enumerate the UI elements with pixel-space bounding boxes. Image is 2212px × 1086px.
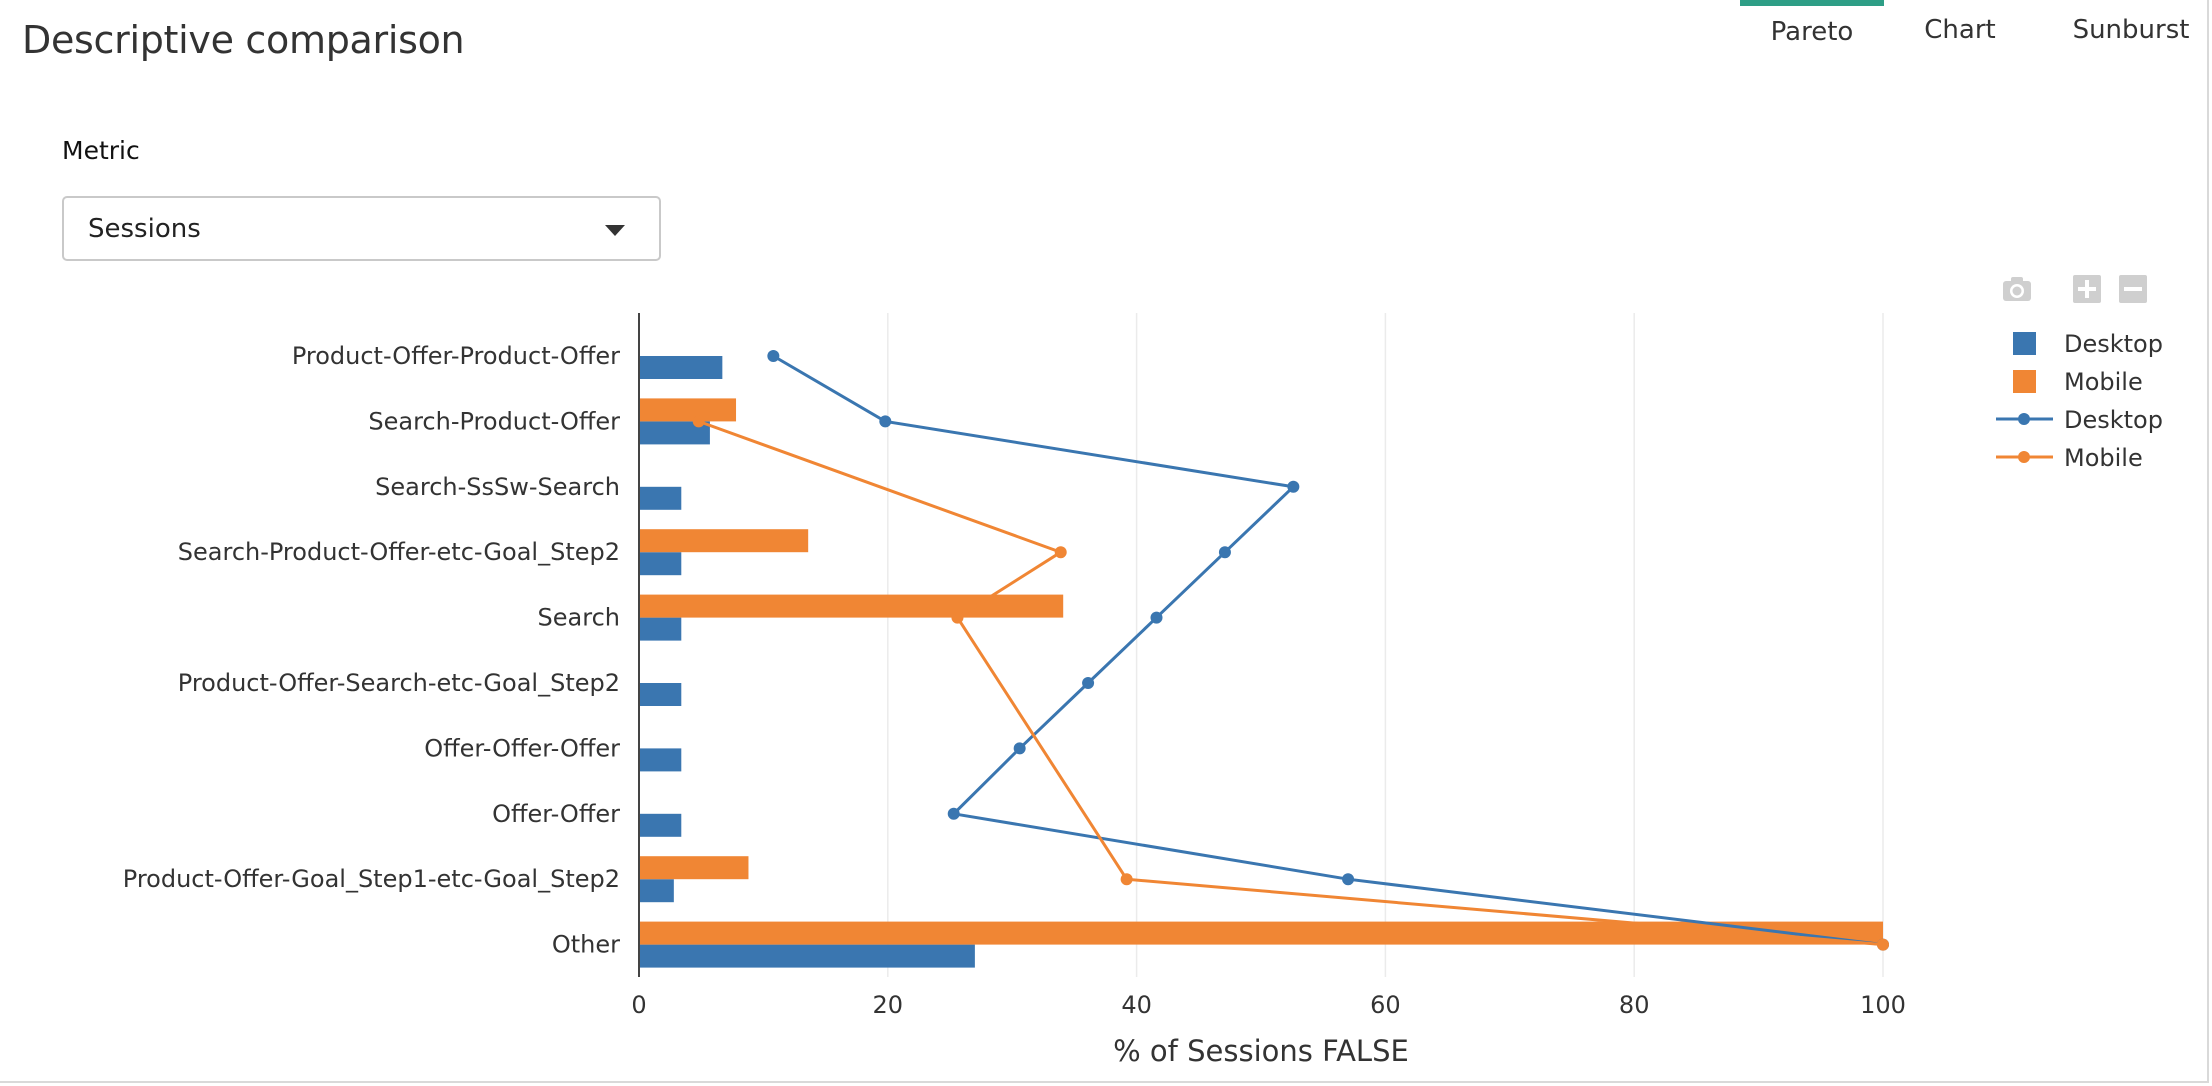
legend-label: Desktop: [2064, 330, 2163, 358]
point-desktop: [1150, 611, 1163, 624]
y-tick-label: Search-Product-Offer-etc-Goal_Step2: [178, 538, 620, 566]
point-mobile: [951, 611, 964, 624]
metric-label: Metric: [62, 136, 140, 165]
bar-desktop: [639, 879, 674, 903]
y-tick-label: Offer-Offer-Offer: [424, 734, 620, 762]
point-desktop: [947, 807, 960, 820]
y-tick-label: Search-SsSw-Search: [375, 473, 620, 501]
page-title: Descriptive comparison: [22, 18, 465, 62]
bar-mobile: [639, 398, 737, 422]
tab-chart[interactable]: Chart: [1924, 15, 1996, 45]
point-desktop: [767, 350, 780, 362]
legend-label: Desktop: [2064, 406, 2163, 434]
bar-desktop: [639, 356, 723, 379]
chevron-down-icon: [605, 225, 625, 236]
bar-desktop: [639, 944, 975, 968]
legend-label: Mobile: [2064, 368, 2143, 396]
x-tick-label: 20: [873, 991, 904, 1019]
tab-sunburst[interactable]: Sunburst: [2072, 15, 2190, 45]
bar-desktop: [639, 486, 682, 510]
point-desktop: [1013, 742, 1026, 755]
metric-select-value: Sessions: [88, 214, 201, 244]
point-desktop: [1342, 873, 1355, 886]
x-tick-label: 0: [631, 991, 646, 1019]
point-mobile: [1054, 546, 1067, 559]
bar-desktop: [639, 813, 682, 837]
point-desktop: [1218, 546, 1231, 559]
bar-desktop: [639, 683, 682, 706]
x-tick-label: 60: [1370, 991, 1401, 1019]
legend-swatch-mobile: [2013, 370, 2036, 393]
bar-mobile: [639, 921, 1883, 945]
x-axis-title: % of Sessions FALSE: [1113, 1034, 1409, 1068]
y-tick-label: Product-Offer-Product-Offer: [292, 342, 620, 370]
point-desktop: [1287, 480, 1300, 493]
metric-select[interactable]: Sessions: [62, 196, 661, 261]
legend-label: Mobile: [2064, 444, 2143, 472]
bar-desktop: [639, 552, 682, 576]
point-desktop: [879, 415, 892, 428]
chart-modebar: [2000, 272, 2160, 306]
point-mobile: [1877, 938, 1889, 951]
bar-mobile: [639, 529, 809, 553]
bar-desktop: [639, 421, 710, 445]
zoom-in-icon[interactable]: [2070, 272, 2104, 306]
legend-marker-mobile: [2018, 451, 2030, 463]
bar-desktop: [639, 617, 682, 641]
tab-pareto[interactable]: Pareto: [1740, 0, 1884, 60]
y-tick-label: Product-Offer-Search-etc-Goal_Step2: [178, 669, 620, 697]
y-tick-label: Search: [538, 604, 620, 632]
bar-desktop: [639, 748, 682, 772]
point-mobile: [692, 415, 705, 428]
zoom-out-icon[interactable]: [2116, 272, 2150, 306]
bar-mobile: [639, 856, 749, 880]
x-tick-label: 100: [1860, 991, 1906, 1019]
x-tick-label: 40: [1121, 991, 1152, 1019]
line-desktop: [772, 354, 1884, 947]
line-mobile: [698, 419, 1884, 947]
bar-mobile: [639, 594, 1064, 618]
y-tick-label: Offer-Offer: [492, 800, 620, 828]
legend-marker-desktop: [2018, 413, 2030, 425]
y-tick-label: Other: [552, 931, 620, 959]
camera-icon[interactable]: [2000, 272, 2034, 306]
point-mobile: [1120, 873, 1133, 886]
y-tick-label: Product-Offer-Goal_Step1-etc-Goal_Step2: [123, 865, 620, 893]
y-tick-label: Search-Product-Offer: [368, 407, 620, 435]
tab-bar: Pareto Chart Sunburst: [0, 0, 2207, 60]
point-desktop: [1082, 677, 1095, 689]
x-tick-label: 80: [1619, 991, 1650, 1019]
legend-swatch-desktop: [2013, 332, 2036, 355]
